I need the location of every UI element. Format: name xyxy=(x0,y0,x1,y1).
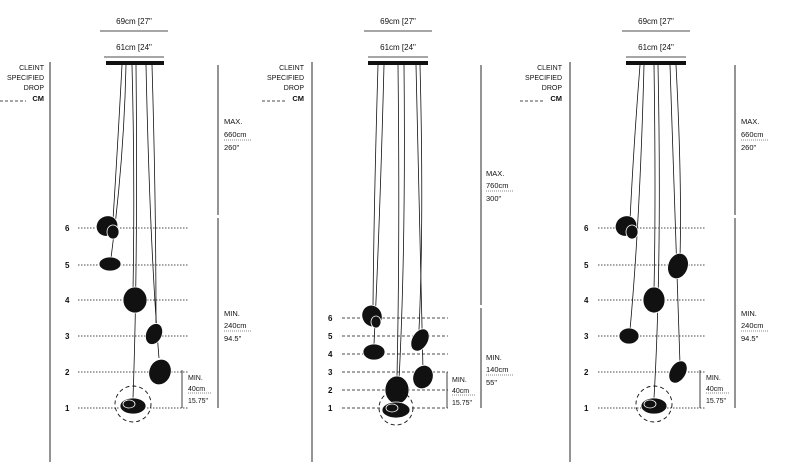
min-in: 94.5" xyxy=(741,334,759,343)
level-numbers: 6 5 4 3 2 1 xyxy=(328,314,333,413)
min-label: MIN. xyxy=(224,309,240,318)
drop-indicator-circle xyxy=(635,385,673,423)
level-3: 3 xyxy=(65,332,70,341)
level-1: 1 xyxy=(584,404,589,413)
level-2: 2 xyxy=(65,368,70,377)
svg-text:CLEINT: CLEINT xyxy=(537,65,563,72)
small-min-cm: 40cm xyxy=(188,386,205,393)
min-cm: 240cm xyxy=(741,321,764,330)
width-inner-label: 61cm [24" xyxy=(638,43,674,52)
level-3: 3 xyxy=(584,332,589,341)
small-min-cm: 40cm xyxy=(452,388,469,395)
level-4: 4 xyxy=(65,296,70,305)
cables xyxy=(629,64,681,399)
width-inner-label: 61cm [24" xyxy=(380,43,416,52)
level-3: 3 xyxy=(328,368,333,377)
pendant-shades xyxy=(614,215,689,415)
min-cm: 240cm xyxy=(224,321,247,330)
small-min-label: MIN. xyxy=(706,375,721,382)
width-outer-label: 69cm [27" xyxy=(638,17,674,26)
client-drop-label: CLEINT SPECIFIED DROP CM xyxy=(520,65,563,103)
max-cm: 660cm xyxy=(224,130,247,139)
level-lines xyxy=(78,227,188,409)
pendant-shades xyxy=(361,304,434,419)
drop-indicator-circle xyxy=(114,385,152,423)
svg-text:DROP: DROP xyxy=(542,85,563,92)
client-drop-label: CLEINT SPECIFIED DROP CM xyxy=(262,65,305,103)
level-1: 1 xyxy=(65,404,70,413)
small-min-in: 15.75" xyxy=(188,398,209,405)
ceiling-canopy xyxy=(106,61,164,65)
small-min-in: 15.75" xyxy=(706,398,727,405)
max-in: 260" xyxy=(741,143,757,152)
svg-text:CM: CM xyxy=(292,94,304,103)
width-inner-label: 61cm [24" xyxy=(116,43,152,52)
min-in: 94.5" xyxy=(224,334,242,343)
max-label: MAX. xyxy=(486,169,504,178)
small-min-in: 15.75" xyxy=(452,400,473,407)
level-5: 5 xyxy=(328,332,333,341)
pendant-shades xyxy=(95,215,172,415)
level-6: 6 xyxy=(584,224,589,233)
svg-text:DROP: DROP xyxy=(284,85,305,92)
level-4: 4 xyxy=(328,350,333,359)
ceiling-canopy xyxy=(368,61,428,65)
level-lines xyxy=(598,227,706,409)
level-4: 4 xyxy=(584,296,589,305)
min-cm: 140cm xyxy=(486,365,509,374)
panel-1: 69cm [27" 61cm [24" CLEINT SPECIFIED DRO… xyxy=(0,17,252,462)
level-5: 5 xyxy=(584,261,589,270)
min-in: 55" xyxy=(486,378,497,387)
svg-text:SPECIFIED: SPECIFIED xyxy=(267,75,304,82)
ceiling-canopy xyxy=(626,61,686,65)
level-6: 6 xyxy=(328,314,333,323)
drop-indicator-circle xyxy=(378,390,414,426)
level-1: 1 xyxy=(328,404,333,413)
level-numbers: 6 5 4 3 2 1 xyxy=(584,224,589,413)
small-min-cm: 40cm xyxy=(706,386,723,393)
svg-text:CM: CM xyxy=(32,94,44,103)
svg-text:CM: CM xyxy=(550,94,562,103)
width-outer-label: 69cm [27" xyxy=(116,17,152,26)
level-numbers: 6 5 4 3 2 1 xyxy=(65,224,70,413)
max-cm: 760cm xyxy=(486,181,509,190)
level-2: 2 xyxy=(328,386,333,395)
panel-2: 69cm [27" 61cm [24" CLEINT SPECIFIED DRO… xyxy=(262,17,514,462)
client-drop-label: CLEINT SPECIFIED DROP CM xyxy=(0,65,45,103)
max-cm: 660cm xyxy=(741,130,764,139)
svg-text:CLEINT: CLEINT xyxy=(279,65,305,72)
level-5: 5 xyxy=(65,261,70,270)
svg-text:DROP: DROP xyxy=(24,85,45,92)
panel-3: 69cm [27" 61cm [24" CLEINT SPECIFIED DRO… xyxy=(520,17,769,462)
level-6: 6 xyxy=(65,224,70,233)
svg-text:SPECIFIED: SPECIFIED xyxy=(525,75,562,82)
max-label: MAX. xyxy=(224,117,242,126)
level-2: 2 xyxy=(584,368,589,377)
min-label: MIN. xyxy=(486,353,502,362)
max-in: 300" xyxy=(486,194,502,203)
width-outer-label: 69cm [27" xyxy=(380,17,416,26)
max-in: 260" xyxy=(224,143,240,152)
small-min-label: MIN. xyxy=(188,375,203,382)
max-label: MAX. xyxy=(741,117,759,126)
min-label: MIN. xyxy=(741,309,757,318)
svg-text:CLEINT: CLEINT xyxy=(19,65,45,72)
small-min-label: MIN. xyxy=(452,377,467,384)
svg-text:SPECIFIED: SPECIFIED xyxy=(7,75,44,82)
